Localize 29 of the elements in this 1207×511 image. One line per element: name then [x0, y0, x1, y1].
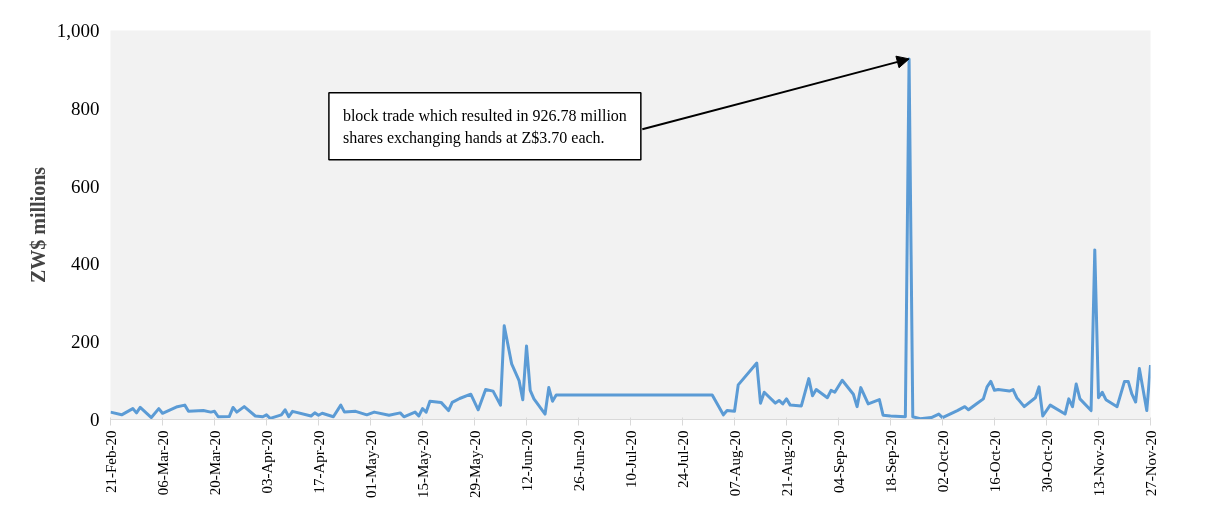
x-tick-label: 20-Mar-20 [206, 430, 223, 496]
x-tick-label: 29-May-20 [466, 430, 483, 498]
x-tick-label: 03-Apr-20 [258, 430, 275, 494]
y-tick-label: 800 [71, 97, 100, 119]
y-tick-label: 600 [71, 175, 100, 197]
x-tick-label: 21-Aug-20 [778, 430, 795, 497]
y-tick-label: 400 [71, 253, 100, 275]
x-tick-label: 10-Jul-20 [622, 430, 639, 488]
y-axis-title: ZW$ millions [26, 166, 49, 284]
x-tick-label: 15-May-20 [414, 430, 431, 498]
y-tick-label: 0 [90, 409, 100, 430]
x-tick-label: 07-Aug-20 [726, 430, 743, 497]
x-tick-label: 13-Nov-20 [1090, 430, 1107, 497]
x-tick-label: 06-Mar-20 [154, 430, 171, 496]
annotation: block trade which resulted in 926.78 million shares exchanging hands at Z$3.70 each. [342, 106, 627, 147]
x-tick-label: 04-Sep-20 [830, 430, 847, 493]
x-tick-label: 12-Jun-20 [518, 430, 535, 492]
x-tick-label: 17-Apr-20 [310, 430, 327, 494]
x-tick-label: 21-Feb-20 [102, 430, 119, 493]
x-tick-label: 16-Oct-20 [986, 430, 1003, 493]
y-tick-label: 1,000 [56, 20, 100, 41]
x-tick-label: 24-Jul-20 [674, 430, 691, 488]
x-tick-label: 01-May-20 [362, 430, 379, 498]
x-tick-label: 30-Oct-20 [1038, 430, 1055, 493]
x-tick-label: 02-Oct-20 [934, 430, 951, 493]
y-tick-label: 200 [71, 331, 100, 353]
x-tick-label: 27-Nov-20 [1142, 430, 1159, 497]
x-tick-label: 26-Jun-20 [570, 430, 587, 492]
x-tick-label: 18-Sep-20 [882, 430, 899, 493]
